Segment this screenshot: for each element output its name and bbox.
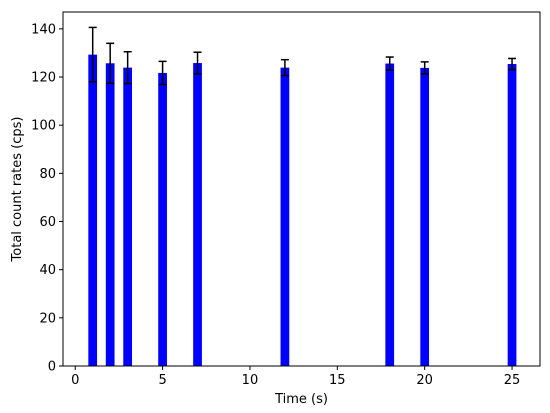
y-tick-label: 100 xyxy=(31,119,56,134)
bar xyxy=(123,67,133,366)
y-tick-label: 0 xyxy=(48,360,56,375)
x-tick-label: 10 xyxy=(242,373,259,388)
error-bar xyxy=(88,26,97,83)
bar xyxy=(88,54,98,367)
bar xyxy=(507,64,517,366)
error-bar xyxy=(106,42,115,85)
error-bar xyxy=(193,51,202,75)
x-tick-label: 15 xyxy=(329,373,346,388)
bar xyxy=(385,63,395,366)
x-tick-label: 5 xyxy=(158,373,166,388)
y-axis-label: Total count rates (cps) xyxy=(10,117,25,263)
bar xyxy=(420,67,430,366)
bar xyxy=(105,63,115,366)
error-bar xyxy=(385,56,394,71)
error-bar xyxy=(123,50,132,85)
y-tick-label: 120 xyxy=(31,71,56,86)
error-bar xyxy=(508,57,517,71)
x-axis-label: Time (s) xyxy=(274,392,328,407)
x-tick-label: 25 xyxy=(504,373,521,388)
bar xyxy=(280,67,290,366)
bar xyxy=(193,63,202,366)
bars-layer xyxy=(88,54,517,367)
y-tick-label: 140 xyxy=(31,22,56,37)
y-tick-label: 60 xyxy=(39,215,56,230)
x-tick-label: 0 xyxy=(71,373,79,388)
plot-frame xyxy=(62,11,541,367)
x-tick-label: 20 xyxy=(416,373,433,388)
y-tick-label: 40 xyxy=(39,263,56,278)
y-tick-label: 80 xyxy=(39,167,56,182)
error-bar xyxy=(420,61,429,75)
error-bar xyxy=(158,60,167,86)
bar xyxy=(158,72,167,367)
y-axis-ticks: 0 20 40 60 80 100 120 140 xyxy=(31,22,63,375)
x-axis-ticks: 0 5 10 15 20 25 xyxy=(71,366,520,388)
y-tick-label: 20 xyxy=(39,311,56,326)
errorbars-layer xyxy=(88,26,517,86)
error-bar xyxy=(280,58,289,77)
